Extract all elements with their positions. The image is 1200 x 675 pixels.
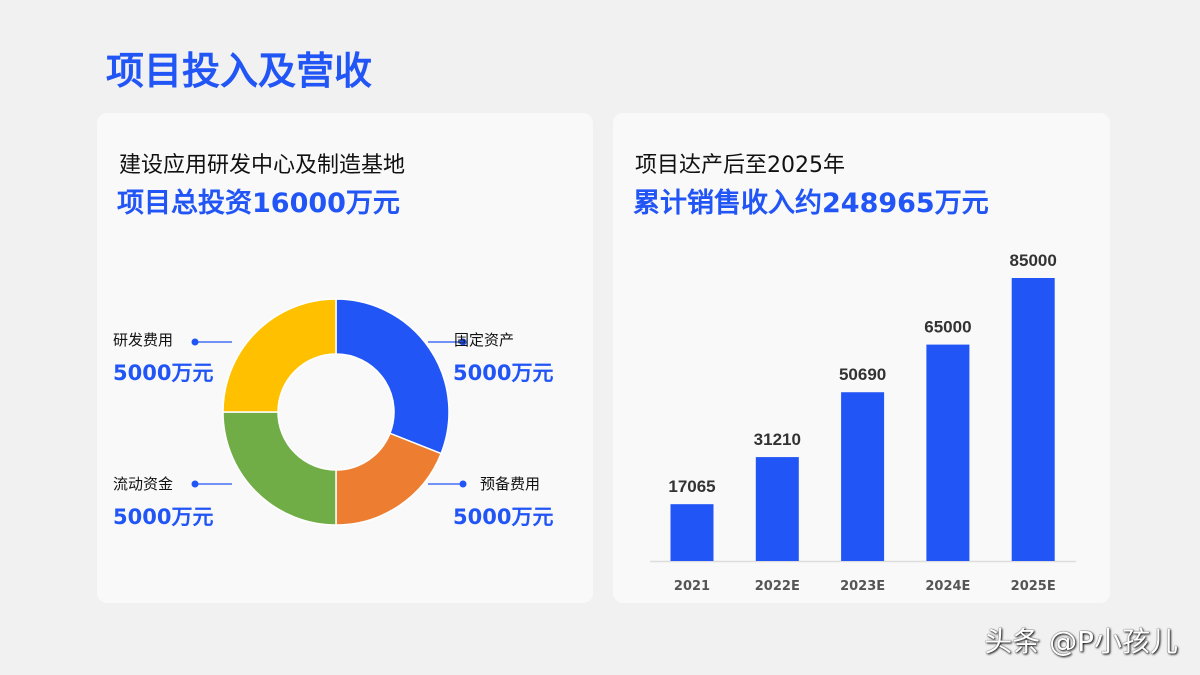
- bar-2021: [670, 504, 714, 561]
- data-label-2024E: 65000: [924, 318, 971, 337]
- investment-card: 建设应用研发中心及制造基地 项目总投资16000万元 固定资产 5000万元 预…: [97, 113, 593, 603]
- x-tick-2024E: 2024E: [925, 579, 970, 594]
- value-working-capital: 5000万元: [113, 505, 214, 529]
- value-rnd: 5000万元: [113, 361, 214, 385]
- bar-2024E: [926, 344, 970, 561]
- data-label-2022E: 31210: [754, 430, 801, 449]
- donut-slice-1: [335, 432, 443, 526]
- data-label-2021: 17065: [668, 477, 715, 496]
- label-rnd: 研发费用: [113, 331, 174, 349]
- bar-2023E: [841, 392, 885, 561]
- data-label-2025E: 85000: [1010, 251, 1057, 270]
- leader-line-2: [191, 338, 232, 346]
- revenue-card: 项目达产后至2025年 累计销售收入约248965万元 17065 2021 312…: [613, 113, 1110, 603]
- value-fixed-assets: 5000万元: [453, 361, 554, 385]
- donut-slice-3: [222, 298, 337, 413]
- investment-subtitle: 建设应用研发中心及制造基地: [119, 153, 406, 178]
- label-reserve: 预备费用: [480, 475, 541, 493]
- revenue-subtitle: 项目达产后至2025年: [635, 153, 845, 178]
- x-tick-2021: 2021: [674, 579, 710, 594]
- bar-chart: 17065 2021 31210 2022E 50690 2023E 65000 2024E 8…: [650, 251, 1076, 594]
- value-reserve: 5000万元: [453, 505, 554, 529]
- donut-chart: [191, 298, 467, 526]
- revenue-headline: 累计销售收入约248965万元: [633, 188, 989, 219]
- data-label-2023E: 50690: [839, 365, 886, 384]
- bar-2025E: [1011, 278, 1055, 561]
- donut-slice-2: [222, 411, 337, 526]
- watermark: 头条 @P小孩儿: [984, 625, 1178, 658]
- page-title: 项目投入及营收: [106, 49, 373, 93]
- leader-line-3: [191, 480, 232, 488]
- donut-slice-0: [335, 298, 450, 455]
- label-fixed-assets: 固定资产: [454, 331, 515, 349]
- leader-line-0: [428, 338, 467, 346]
- x-tick-2023E: 2023E: [840, 579, 885, 594]
- x-tick-2022E: 2022E: [755, 579, 800, 594]
- leader-line-1: [428, 480, 467, 488]
- investment-headline: 项目总投资16000万元: [117, 188, 400, 219]
- label-working-capital: 流动资金: [113, 475, 174, 493]
- bar-2022E: [755, 457, 799, 561]
- x-tick-2025E: 2025E: [1011, 579, 1056, 594]
